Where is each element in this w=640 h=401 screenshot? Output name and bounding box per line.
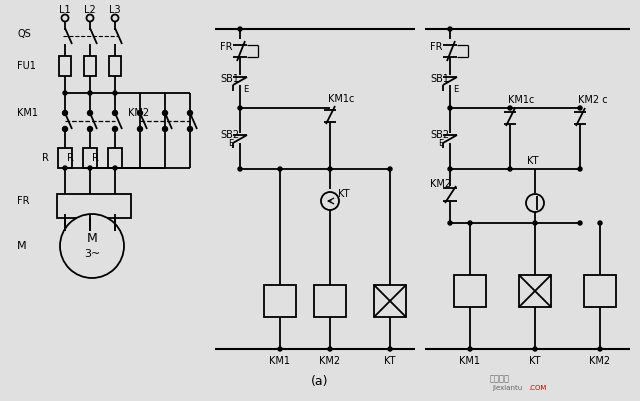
Circle shape [468,221,472,225]
Circle shape [63,126,67,132]
Text: QS: QS [17,29,31,39]
Bar [109,56,121,76]
Text: E: E [228,138,233,148]
Text: KM2: KM2 [128,108,149,118]
Text: L1: L1 [59,5,71,15]
Text: 电工技术: 电工技术 [490,375,510,383]
Circle shape [448,221,452,225]
Circle shape [508,167,512,171]
Circle shape [468,347,472,351]
Text: 3~: 3~ [84,249,100,259]
Text: KM1c: KM1c [508,95,534,105]
Text: KT: KT [527,156,538,166]
Circle shape [598,221,602,225]
Text: KM2: KM2 [430,179,451,189]
Text: KT: KT [384,356,396,366]
Text: R: R [42,153,49,163]
Text: FR: FR [430,42,442,52]
Circle shape [388,167,392,171]
Text: SB2: SB2 [220,130,239,140]
Text: KM1: KM1 [460,356,481,366]
Circle shape [88,91,92,95]
Bar [264,285,296,317]
Circle shape [63,91,67,95]
Text: M: M [86,231,97,245]
Circle shape [63,111,67,115]
Circle shape [533,221,537,225]
Bar [58,148,72,168]
Text: (a): (a) [311,375,329,387]
Text: KM2 c: KM2 c [578,95,607,105]
Circle shape [188,111,193,115]
Text: E: E [438,138,444,148]
Circle shape [88,111,93,115]
Text: FU1: FU1 [17,61,36,71]
Circle shape [238,27,242,31]
Circle shape [63,166,67,170]
Text: KM1: KM1 [269,356,291,366]
Circle shape [448,27,452,31]
Circle shape [238,106,242,110]
Circle shape [60,214,124,278]
Text: KM2: KM2 [319,356,340,366]
Bar [57,194,131,218]
Circle shape [578,167,582,171]
Text: KM1c: KM1c [328,94,355,104]
Bar [314,285,346,317]
Text: R: R [92,153,99,163]
Text: R: R [67,153,74,163]
Circle shape [448,106,452,110]
Text: FR: FR [220,42,232,52]
Text: KM1: KM1 [17,108,38,118]
Text: .COM: .COM [528,385,547,391]
Circle shape [113,166,117,170]
Circle shape [88,166,92,170]
Circle shape [508,106,512,110]
Circle shape [598,347,602,351]
Text: SB1: SB1 [220,74,239,84]
Text: jiexiantu: jiexiantu [492,385,522,391]
Text: E: E [453,85,458,95]
Circle shape [578,106,582,110]
Circle shape [163,126,168,132]
Circle shape [278,347,282,351]
Bar [584,275,616,307]
Circle shape [238,167,242,171]
Text: SB2: SB2 [430,130,449,140]
Text: SB1: SB1 [430,74,449,84]
Circle shape [448,167,452,171]
Circle shape [388,347,392,351]
Bar [59,56,71,76]
Circle shape [578,221,582,225]
Text: L3: L3 [109,5,121,15]
Bar [374,285,406,317]
Text: KT: KT [338,189,349,199]
Circle shape [328,347,332,351]
Circle shape [88,126,93,132]
Circle shape [138,126,143,132]
Text: L2: L2 [84,5,96,15]
Circle shape [138,111,143,115]
Bar [519,275,551,307]
Circle shape [188,126,193,132]
Circle shape [533,347,537,351]
Text: E: E [243,85,248,95]
Circle shape [163,111,168,115]
Text: KT: KT [529,356,541,366]
Circle shape [113,91,117,95]
Circle shape [113,111,118,115]
Bar [108,148,122,168]
Text: FR: FR [17,196,29,206]
Bar [84,56,96,76]
Text: KM2: KM2 [589,356,611,366]
Text: M: M [17,241,27,251]
Circle shape [113,126,118,132]
Bar [83,148,97,168]
Circle shape [278,167,282,171]
Bar [454,275,486,307]
Circle shape [328,167,332,171]
